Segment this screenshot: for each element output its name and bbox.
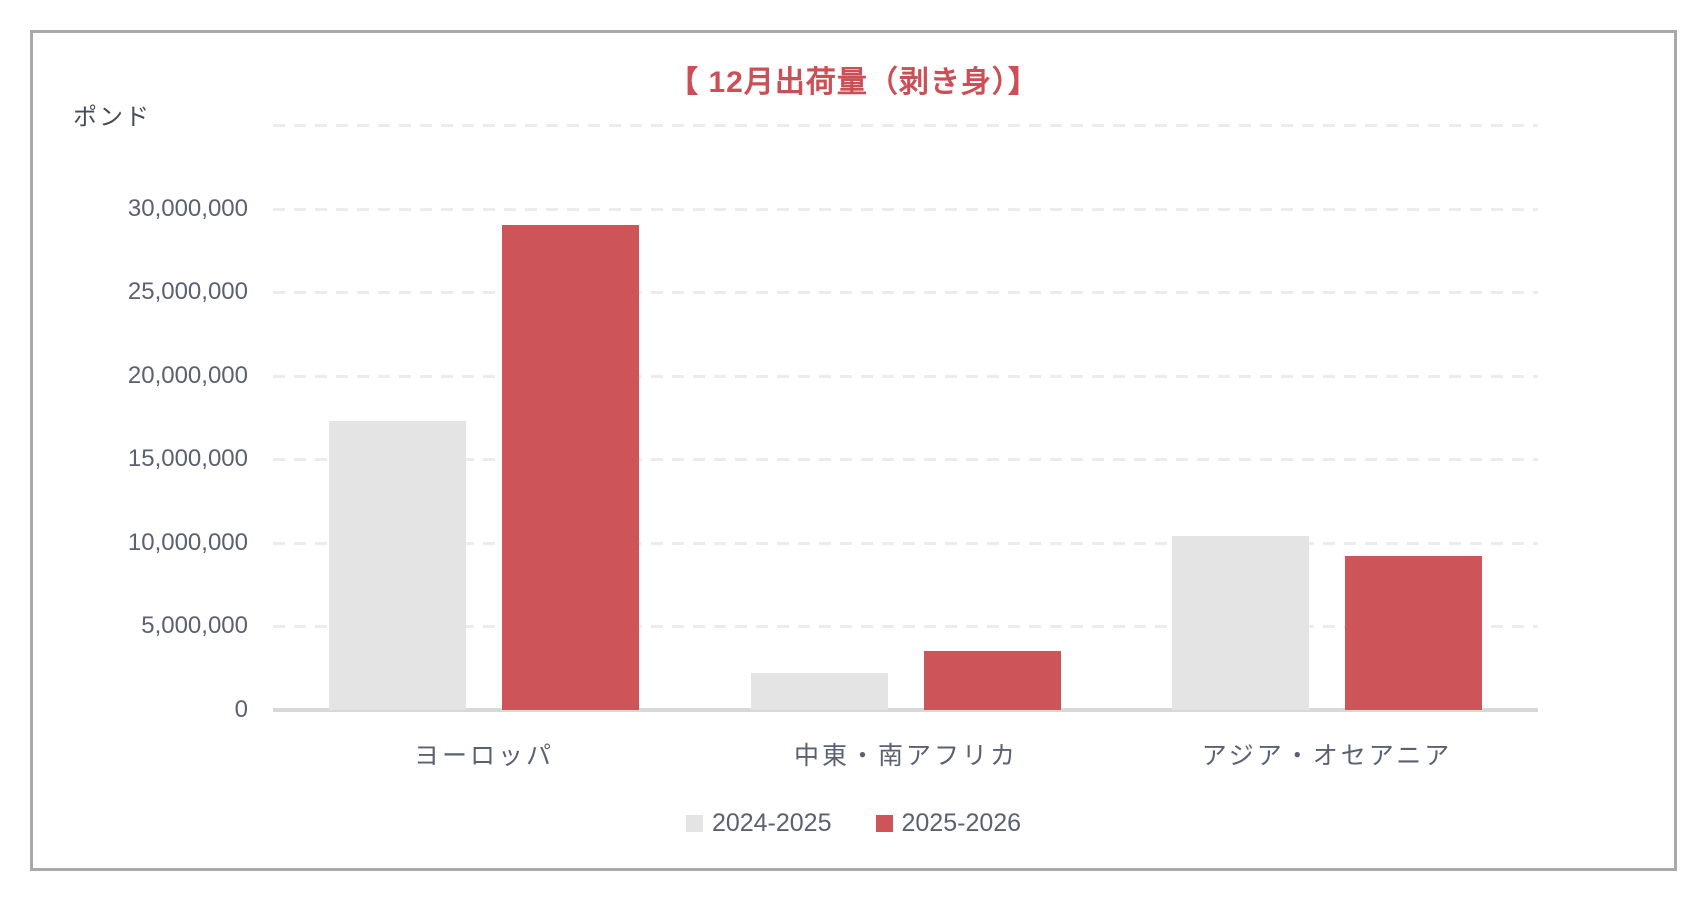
legend-swatch-icon [685, 815, 703, 832]
bar-2025-2026-中東・南アフリカ [924, 651, 1061, 710]
legend: 2024-2025 2025-2026 [33, 809, 1674, 838]
y-tick-label: 10,000,000 [127, 529, 248, 556]
category-label: アジア・オセアニア [1201, 742, 1453, 770]
y-tick-label: 0 [234, 696, 248, 723]
legend-label: 2025-2026 [901, 809, 1022, 837]
legend-swatch-icon [875, 815, 893, 832]
chart-frame: 【 12月出荷量（剥き身）】 ポンド 0 5,000,000 10,000,000 1… [30, 30, 1677, 871]
gridline [273, 625, 1538, 628]
x-axis-line [273, 708, 1538, 712]
y-tick-label: 15,000,000 [127, 445, 248, 472]
bar-2024-2025-中東・南アフリカ [751, 673, 888, 710]
category-label: 中東・南アフリカ [793, 742, 1018, 770]
plot-area [273, 124, 1538, 712]
chart-title: 【 12月出荷量（剥き身）】 [668, 66, 1039, 99]
y-tick-label: 20,000,000 [127, 362, 248, 389]
gridline [273, 458, 1538, 461]
legend-item: 2025-2026 [875, 809, 1022, 838]
gridline [273, 291, 1538, 294]
y-tick-label: 30,000,000 [127, 195, 248, 222]
y-tick-label: 25,000,000 [127, 278, 248, 305]
category-label: ヨーロッパ [413, 742, 554, 770]
bar-2025-2026-ヨーロッパ [502, 225, 639, 710]
y-axis-unit-label: ポンド [73, 104, 151, 131]
bar-2024-2025-ヨーロッパ [329, 421, 466, 710]
gridline [273, 542, 1538, 545]
bar-2025-2026-アジア・オセアニア [1345, 556, 1482, 710]
gridline [273, 124, 1538, 127]
legend-item: 2024-2025 [685, 809, 832, 838]
y-tick-label: 5,000,000 [141, 612, 248, 639]
legend-label: 2024-2025 [711, 809, 832, 837]
bar-2024-2025-アジア・オセアニア [1172, 536, 1309, 710]
gridline [273, 375, 1538, 378]
gridline [273, 208, 1538, 211]
